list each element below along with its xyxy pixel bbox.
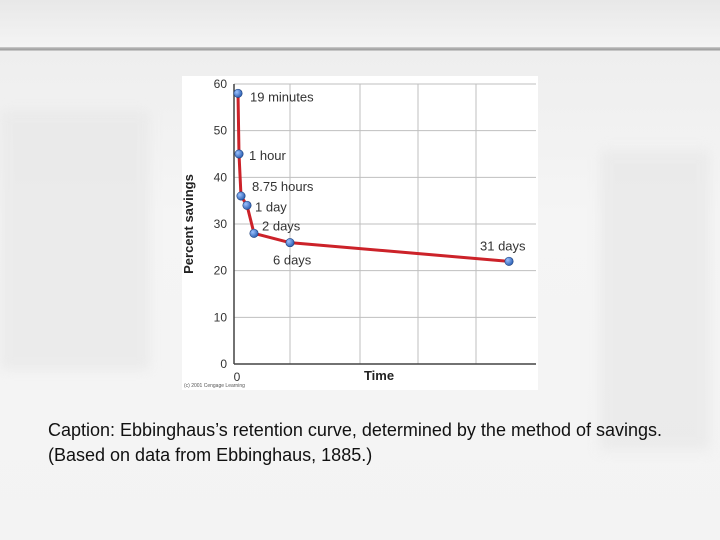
y-tick-label: 30	[214, 217, 228, 231]
chart-point-labels: 19 minutes 1 hour 8.75 hours 1 day 2 days 6 d…	[249, 89, 526, 267]
y-tick-label: 20	[214, 264, 228, 278]
chart-series	[233, 88, 514, 266]
background-shape-left	[0, 110, 150, 370]
y-tick-label: 10	[214, 310, 228, 324]
x-axis-label: Time	[364, 368, 394, 383]
data-point-label: 8.75 hours	[252, 179, 314, 194]
y-tick-label: 50	[214, 124, 228, 138]
data-point-label: 19 minutes	[250, 89, 314, 104]
y-tick-label: 0	[220, 357, 227, 371]
data-point-marker	[285, 238, 295, 248]
chart-tick-labels: 0 10 20 30 40 50 60 0	[214, 77, 241, 384]
chart-axes	[233, 84, 536, 365]
retention-curve-figure: 0 10 20 30 40 50 60 0 19 minutes 1 hour 8.75 hour…	[182, 76, 538, 390]
chart-grid	[234, 83, 536, 364]
data-point-marker	[242, 200, 252, 210]
y-axis-label: Percent savings	[182, 174, 196, 274]
data-point-marker	[233, 88, 243, 98]
y-tick-label: 40	[214, 170, 228, 184]
data-point-label: 1 day	[255, 199, 287, 214]
retention-chart: 0 10 20 30 40 50 60 0 19 minutes 1 hour 8.75 hour…	[182, 77, 536, 389]
copyright-note: (c) 2001 Cengage Learning	[184, 383, 245, 389]
data-point-label: 2 days	[262, 218, 301, 233]
data-point-marker	[234, 149, 244, 159]
data-point-marker	[249, 228, 259, 238]
background-shape-right	[600, 150, 710, 450]
data-point-label: 1 hour	[249, 148, 287, 163]
data-point-marker	[504, 256, 514, 266]
data-point-marker	[236, 191, 246, 201]
y-tick-label: 60	[214, 77, 228, 91]
slide-header-rule	[0, 47, 720, 51]
x-tick-label: 0	[234, 370, 241, 384]
slide-header-band	[0, 0, 720, 48]
data-point-label: 6 days	[273, 253, 312, 268]
slide-caption: Caption: Ebbinghaus’s retention curve, d…	[48, 420, 663, 465]
data-point-label: 31 days	[480, 238, 526, 253]
